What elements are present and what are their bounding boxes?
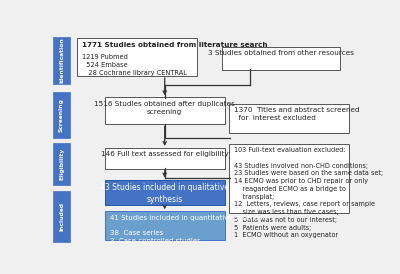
FancyBboxPatch shape	[228, 144, 349, 213]
FancyBboxPatch shape	[53, 142, 70, 185]
FancyBboxPatch shape	[104, 180, 225, 205]
Text: 1370  Titles and abstract screened
  for  interest excluded: 1370 Titles and abstract screened for in…	[234, 107, 359, 121]
Text: 1516 Studies obtained after duplicates
screening: 1516 Studies obtained after duplicates s…	[94, 101, 235, 115]
Text: 1771 Studies obtained from literature search: 1771 Studies obtained from literature se…	[82, 42, 267, 48]
Text: 41 Studies included in quantitative synthesis

38  Case series
3  Case-controlle: 41 Studies included in quantitative synt…	[110, 215, 267, 244]
Text: 1219 Pubmed
  524 Embase
   28 Cochrane library CENTRAL: 1219 Pubmed 524 Embase 28 Cochrane libra…	[82, 46, 186, 76]
Text: 103 Full-text evaluation excluded:

43 Studies involved non-CHD conditions;
23 S: 103 Full-text evaluation excluded: 43 St…	[234, 147, 383, 238]
Text: Included: Included	[59, 202, 64, 231]
FancyBboxPatch shape	[53, 92, 70, 138]
FancyBboxPatch shape	[104, 148, 225, 169]
FancyBboxPatch shape	[104, 98, 225, 124]
FancyBboxPatch shape	[53, 37, 70, 84]
FancyBboxPatch shape	[77, 38, 197, 76]
Text: Eligibility: Eligibility	[59, 148, 64, 180]
Text: 3 Studies obtained from other resources: 3 Studies obtained from other resources	[208, 50, 354, 56]
FancyBboxPatch shape	[222, 47, 340, 70]
Text: 43 Studies included in qualitative
synthesis: 43 Studies included in qualitative synth…	[100, 183, 229, 204]
Text: 146 Full text assessed for eligibility: 146 Full text assessed for eligibility	[101, 152, 228, 158]
Text: Screening: Screening	[59, 98, 64, 132]
Text: Identification: Identification	[59, 38, 64, 83]
FancyBboxPatch shape	[53, 191, 70, 242]
FancyBboxPatch shape	[104, 211, 225, 241]
FancyBboxPatch shape	[228, 104, 349, 133]
